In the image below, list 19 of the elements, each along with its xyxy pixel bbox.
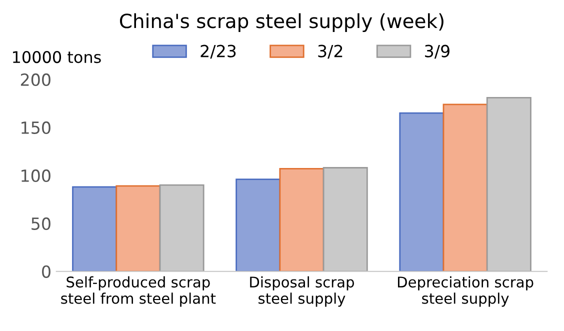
y-tick-label: 0 [42, 265, 50, 278]
y-tick-label: 100 [22, 169, 50, 182]
bar [279, 168, 324, 272]
bar [399, 112, 444, 272]
bar [72, 186, 118, 272]
bar [236, 178, 281, 272]
y-tick-label: 200 [20, 73, 50, 86]
legend-label: 3/9 [425, 44, 450, 59]
legend-label: 3/2 [318, 44, 342, 59]
x-tick-label: Self-produced scrap steel from steel plant [61, 276, 216, 307]
legend-label: 2/23 [200, 44, 236, 59]
x-tick-label: Depreciation scrap steel supply [398, 276, 534, 307]
y-tick-label: 150 [22, 121, 50, 134]
chart-title: China's scrap steel supply (week) [120, 13, 444, 32]
bar [442, 104, 488, 272]
x-tick-label: Disposal scrap steel supply [250, 276, 354, 307]
bar [116, 185, 161, 272]
y-tick-label: 50 [32, 217, 50, 230]
y-axis-title: 10000 tons [13, 51, 101, 64]
